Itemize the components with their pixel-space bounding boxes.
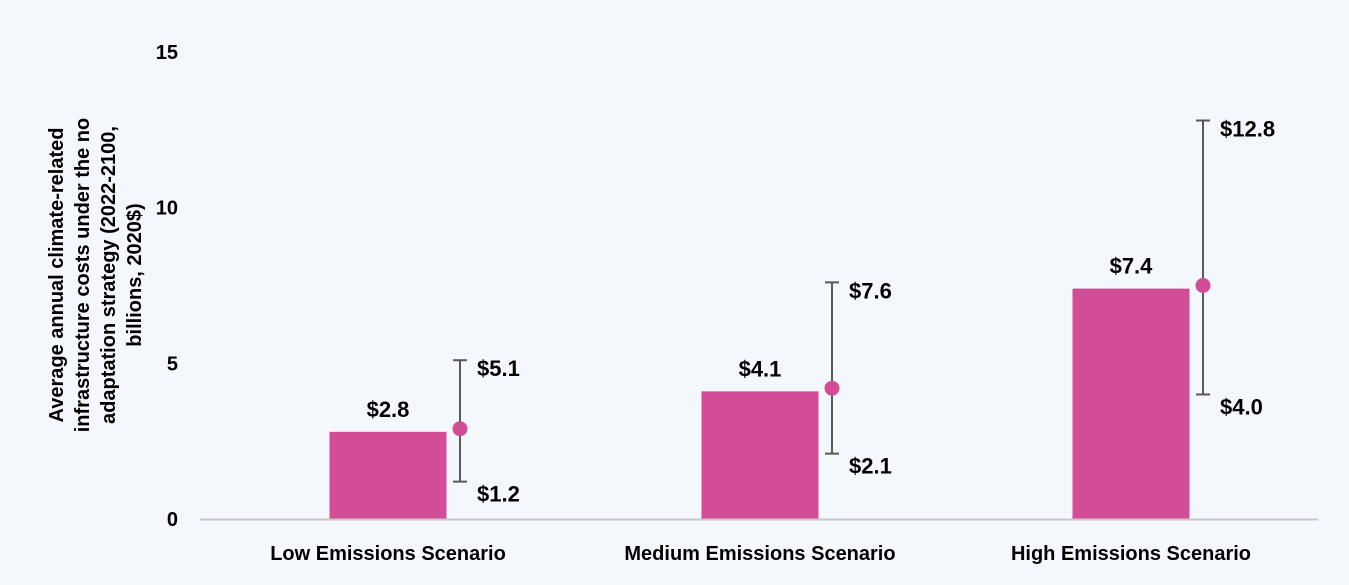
range-point bbox=[452, 421, 468, 437]
y-axis-title-line: Average annual climate-related bbox=[46, 128, 68, 423]
x-category-label: Low Emissions Scenario bbox=[270, 543, 506, 565]
bar bbox=[329, 431, 447, 519]
x-category-label: High Emissions Scenario bbox=[1011, 543, 1251, 565]
y-axis-title: Average annual climate-related infrastruc… bbox=[46, 118, 146, 433]
bar-value-label: $4.1 bbox=[739, 356, 782, 381]
y-tick-label: 15 bbox=[156, 42, 178, 64]
range-high-label: $5.1 bbox=[477, 356, 520, 381]
y-axis-title-line: billions, 2020$) bbox=[124, 203, 146, 346]
y-axis-ticks: 0 5 10 15 bbox=[156, 42, 178, 531]
y-tick-label: 10 bbox=[156, 198, 178, 220]
y-tick-label: 0 bbox=[167, 509, 178, 531]
category-labels: Low Emissions Scenario Medium Emissions S… bbox=[270, 543, 1251, 565]
bar-value-label: $2.8 bbox=[367, 397, 410, 422]
bar bbox=[1072, 288, 1190, 519]
range-high-label: $7.6 bbox=[849, 278, 892, 303]
range-point bbox=[1195, 278, 1211, 293]
x-category-label: Medium Emissions Scenario bbox=[624, 543, 895, 565]
range-high-label: $12.8 bbox=[1220, 116, 1275, 141]
y-axis-title-line: adaptation strategy (2022-2100, bbox=[98, 126, 120, 424]
bar bbox=[701, 391, 819, 519]
range-low-label: $2.1 bbox=[849, 454, 892, 479]
range-low-label: $4.0 bbox=[1220, 394, 1263, 419]
bar-value-label: $7.4 bbox=[1110, 254, 1154, 279]
y-axis-title-line: infrastructure costs under the no bbox=[72, 118, 94, 433]
range-point bbox=[824, 380, 840, 396]
range-low-label: $1.2 bbox=[477, 482, 520, 507]
chart-marks: $2.8 $5.1 $1.2 $4.1 $7.6 $2.1 $7.4 $12.8 $4.0 bbox=[329, 116, 1275, 519]
y-tick-label: 5 bbox=[167, 353, 178, 375]
